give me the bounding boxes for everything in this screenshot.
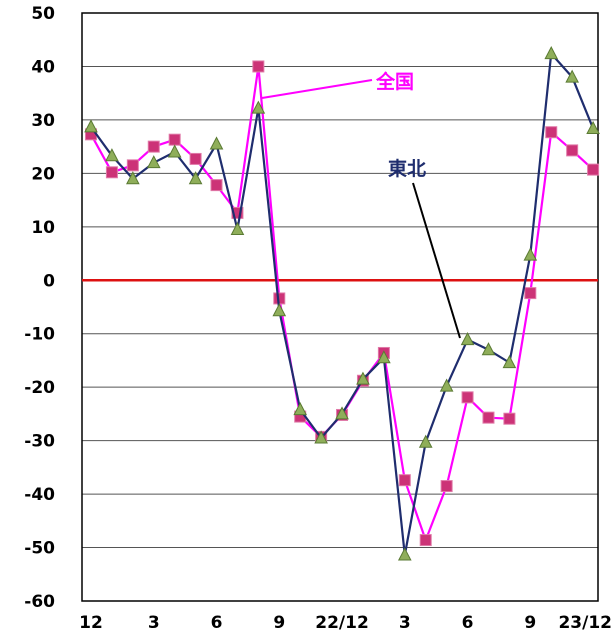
- y-tick-label: 40: [31, 57, 55, 77]
- data-point-triangle: [126, 171, 140, 185]
- data-point-triangle: [397, 547, 412, 561]
- data-point-triangle: [314, 430, 328, 444]
- data-point-triangle: [209, 136, 224, 150]
- series-labels: 全国 東北: [261, 70, 461, 339]
- data-point-triangle: [335, 406, 349, 420]
- x-tick-label: 6: [211, 613, 223, 632]
- data-point-triangle: [418, 434, 433, 448]
- data-point-square: [189, 152, 202, 165]
- y-tick-label: -20: [24, 378, 55, 398]
- data-point-square: [440, 480, 453, 493]
- data-point-triangle: [481, 342, 496, 356]
- data-point-triangle: [167, 144, 182, 158]
- data-point-square: [503, 412, 516, 425]
- data-point-square: [126, 159, 139, 172]
- data-point-square: [566, 144, 579, 157]
- series-layer: [84, 46, 600, 561]
- data-point-triangle: [251, 100, 266, 114]
- y-tick-label: 10: [31, 218, 55, 238]
- data-point-triangle: [84, 119, 98, 133]
- zenkoku-callout-line: [261, 79, 373, 99]
- data-point-triangle: [356, 371, 370, 385]
- data-point-triangle: [502, 355, 517, 369]
- x-tick-label: 3: [148, 613, 160, 632]
- y-tick-label: -50: [24, 539, 55, 559]
- y-tick-label: -10: [24, 325, 55, 345]
- data-point-triangle: [105, 148, 119, 162]
- data-point-square: [482, 411, 495, 424]
- data-point-triangle: [272, 303, 287, 317]
- zenkoku-series-label: 全国: [375, 70, 414, 93]
- data-point-square: [105, 166, 118, 179]
- data-point-square: [545, 126, 558, 139]
- data-point-square: [168, 133, 181, 146]
- data-point-square: [147, 140, 160, 153]
- x-tick-label: 9: [273, 613, 285, 632]
- data-point-triangle: [230, 221, 245, 235]
- x-tick-label: 23/12: [558, 613, 612, 632]
- x-axis-tick-labels: 12 3 6 9 22/12 3 6 9 23/12: [79, 613, 612, 632]
- data-point-square: [398, 474, 411, 487]
- data-point-square: [252, 60, 265, 73]
- x-tick-label: 12: [79, 613, 103, 632]
- x-tick-label: 3: [399, 613, 411, 632]
- data-point-triangle: [188, 171, 203, 185]
- data-point-triangle: [460, 332, 475, 346]
- data-point-square: [524, 287, 537, 300]
- x-tick-label: 22/12: [315, 613, 369, 632]
- x-tick-label: 9: [524, 613, 536, 632]
- data-point-square: [231, 206, 244, 219]
- data-point-square: [461, 391, 474, 404]
- data-point-square: [210, 179, 223, 192]
- data-point-triangle: [523, 247, 538, 261]
- data-point-triangle: [146, 155, 161, 169]
- data-point-triangle: [293, 402, 308, 416]
- tohoku-series-label: 東北: [388, 157, 426, 180]
- y-tick-label: 20: [31, 164, 55, 184]
- y-tick-label: 0: [43, 271, 55, 291]
- y-tick-label: -40: [24, 485, 55, 505]
- data-point-triangle: [544, 46, 559, 60]
- data-point-triangle: [439, 378, 454, 392]
- data-point-triangle: [377, 350, 391, 364]
- x-tick-label: 6: [462, 613, 474, 632]
- tohoku-callout-line: [412, 182, 461, 339]
- data-point-triangle: [565, 69, 579, 83]
- y-axis-tick-labels: 50 40 30 20 10 0 -10 -20 -30 -40 -50 -60: [24, 4, 55, 612]
- y-tick-label: 30: [31, 111, 55, 131]
- plot-area-border: [81, 12, 599, 602]
- data-point-triangle: [586, 120, 600, 134]
- series-1: [84, 46, 600, 561]
- y-tick-label: -30: [24, 432, 55, 452]
- y-tick-label: 50: [31, 4, 55, 24]
- y-tick-label: -60: [24, 592, 55, 612]
- data-point-square: [419, 534, 432, 547]
- data-point-square: [587, 163, 600, 176]
